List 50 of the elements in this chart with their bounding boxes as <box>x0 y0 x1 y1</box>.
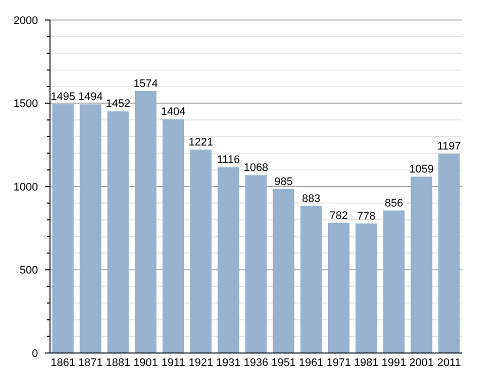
bar <box>383 210 405 353</box>
x-tick-label: 1951 <box>271 357 296 369</box>
bar <box>190 150 212 353</box>
x-tick-label: 1861 <box>50 357 76 369</box>
x-tick-label: 1971 <box>326 357 351 369</box>
y-tick-label: 1000 <box>14 181 38 194</box>
x-tick-label: 1901 <box>133 357 158 369</box>
data-label: 985 <box>274 176 293 188</box>
data-label: 1059 <box>409 164 434 176</box>
x-tick-label: 1961 <box>298 357 324 369</box>
data-label: 1495 <box>50 91 76 104</box>
y-tick-label: 1500 <box>14 98 38 110</box>
data-label: 1452 <box>106 98 130 110</box>
data-label: 1068 <box>244 162 268 174</box>
data-label: 1221 <box>188 136 214 149</box>
bar <box>162 119 184 353</box>
x-tick-label: 1911 <box>161 357 186 369</box>
bar <box>218 167 240 353</box>
bar <box>410 176 432 353</box>
data-label: 883 <box>302 192 320 205</box>
data-label: 1197 <box>437 140 461 153</box>
data-label: 778 <box>357 210 376 222</box>
x-tick-label: 1991 <box>382 357 406 369</box>
x-tick-label: 2001 <box>409 357 434 369</box>
x-tick-label: 1881 <box>106 357 130 369</box>
data-label: 1494 <box>78 91 103 104</box>
bar <box>272 188 294 353</box>
x-tick-label: 1921 <box>188 357 214 369</box>
bar <box>134 90 156 353</box>
data-label: 1116 <box>217 154 240 166</box>
data-label: 782 <box>330 210 348 222</box>
bar <box>438 154 460 353</box>
x-tick-label: 1931 <box>216 357 241 369</box>
bar <box>328 222 350 353</box>
bar <box>356 223 378 353</box>
y-tick-label: 0 <box>32 348 38 360</box>
data-label: 1574 <box>133 78 158 90</box>
bar <box>80 104 102 353</box>
x-tick-label: 1871 <box>78 357 103 369</box>
y-tick-label: 500 <box>20 264 38 277</box>
x-tick-label: 1981 <box>354 357 379 369</box>
y-tick-label: 2000 <box>14 14 38 27</box>
bar <box>300 206 322 353</box>
x-tick-label: 2011 <box>437 357 461 369</box>
x-tick-label: 1936 <box>244 357 268 369</box>
bar <box>52 104 74 353</box>
data-label: 1404 <box>161 106 186 118</box>
bar <box>107 111 129 353</box>
bar <box>245 175 267 353</box>
data-label: 856 <box>384 197 404 210</box>
